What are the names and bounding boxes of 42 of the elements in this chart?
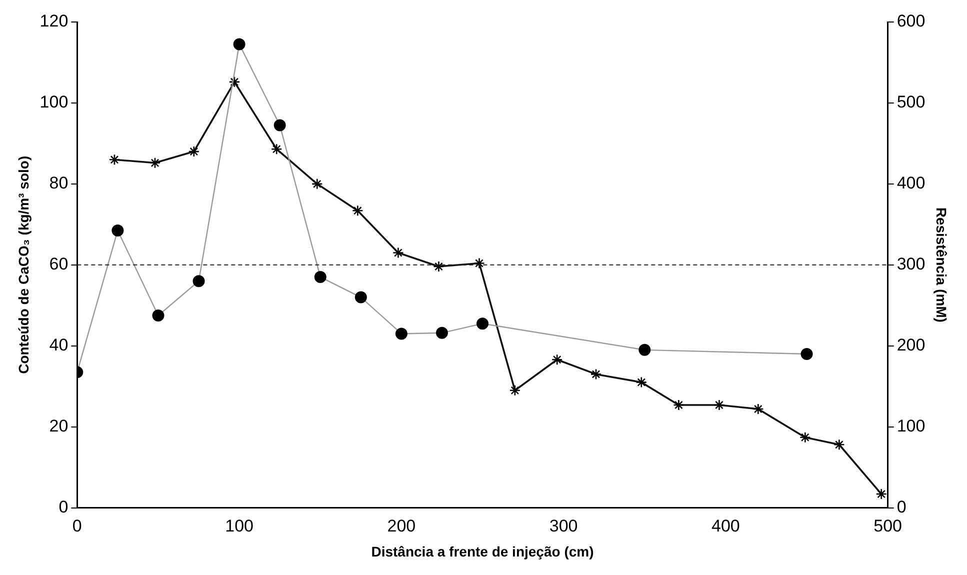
point: [673, 399, 684, 411]
y-tick-label: 40: [49, 336, 68, 355]
point: [834, 438, 845, 450]
y-tick-label: 120: [40, 12, 68, 31]
point: [228, 76, 240, 88]
x-tick-label: 100: [225, 516, 254, 536]
y2-axis-title: Resistência (mM): [934, 207, 950, 322]
point: [800, 432, 811, 444]
point: [590, 368, 602, 380]
y2-tick-label: 600: [896, 12, 926, 31]
point: [474, 258, 485, 269]
y-tick-label: 60: [49, 254, 68, 274]
point: [108, 154, 120, 166]
y-axis-title: Conteúdo de CaCO₃ (kg/m³ solo): [15, 156, 32, 374]
y2-tick-label: 300: [896, 254, 926, 274]
y2-tick-label: 200: [896, 336, 926, 355]
x-tick-label: 200: [387, 516, 416, 536]
y2-tick-label: 500: [896, 92, 926, 112]
x-tick-label: 300: [549, 516, 578, 536]
y2-tick-label: 400: [896, 174, 926, 193]
x-tick-label: 500: [874, 516, 902, 536]
point: [392, 247, 404, 258]
x-tick-label: 400: [712, 516, 740, 536]
point: [270, 143, 282, 155]
point: [509, 384, 521, 396]
y-tick-label: 20: [49, 416, 68, 436]
point: [352, 205, 364, 216]
point: [636, 376, 648, 388]
point: [752, 403, 764, 415]
y-tick-label: 100: [40, 92, 68, 112]
point: [149, 157, 161, 169]
y-tick-label: 80: [49, 174, 68, 193]
y2-tick-label: 0: [896, 497, 906, 516]
x-axis-title: Distância a frente de injeção (cm): [371, 543, 594, 560]
point: [188, 146, 200, 158]
point: [714, 399, 725, 411]
point: [311, 178, 323, 190]
y-tick-label: 0: [58, 497, 68, 516]
point: [433, 260, 444, 272]
x-tick-label: 0: [72, 516, 82, 536]
point: [551, 354, 563, 366]
y2-tick-label: 100: [896, 416, 926, 436]
